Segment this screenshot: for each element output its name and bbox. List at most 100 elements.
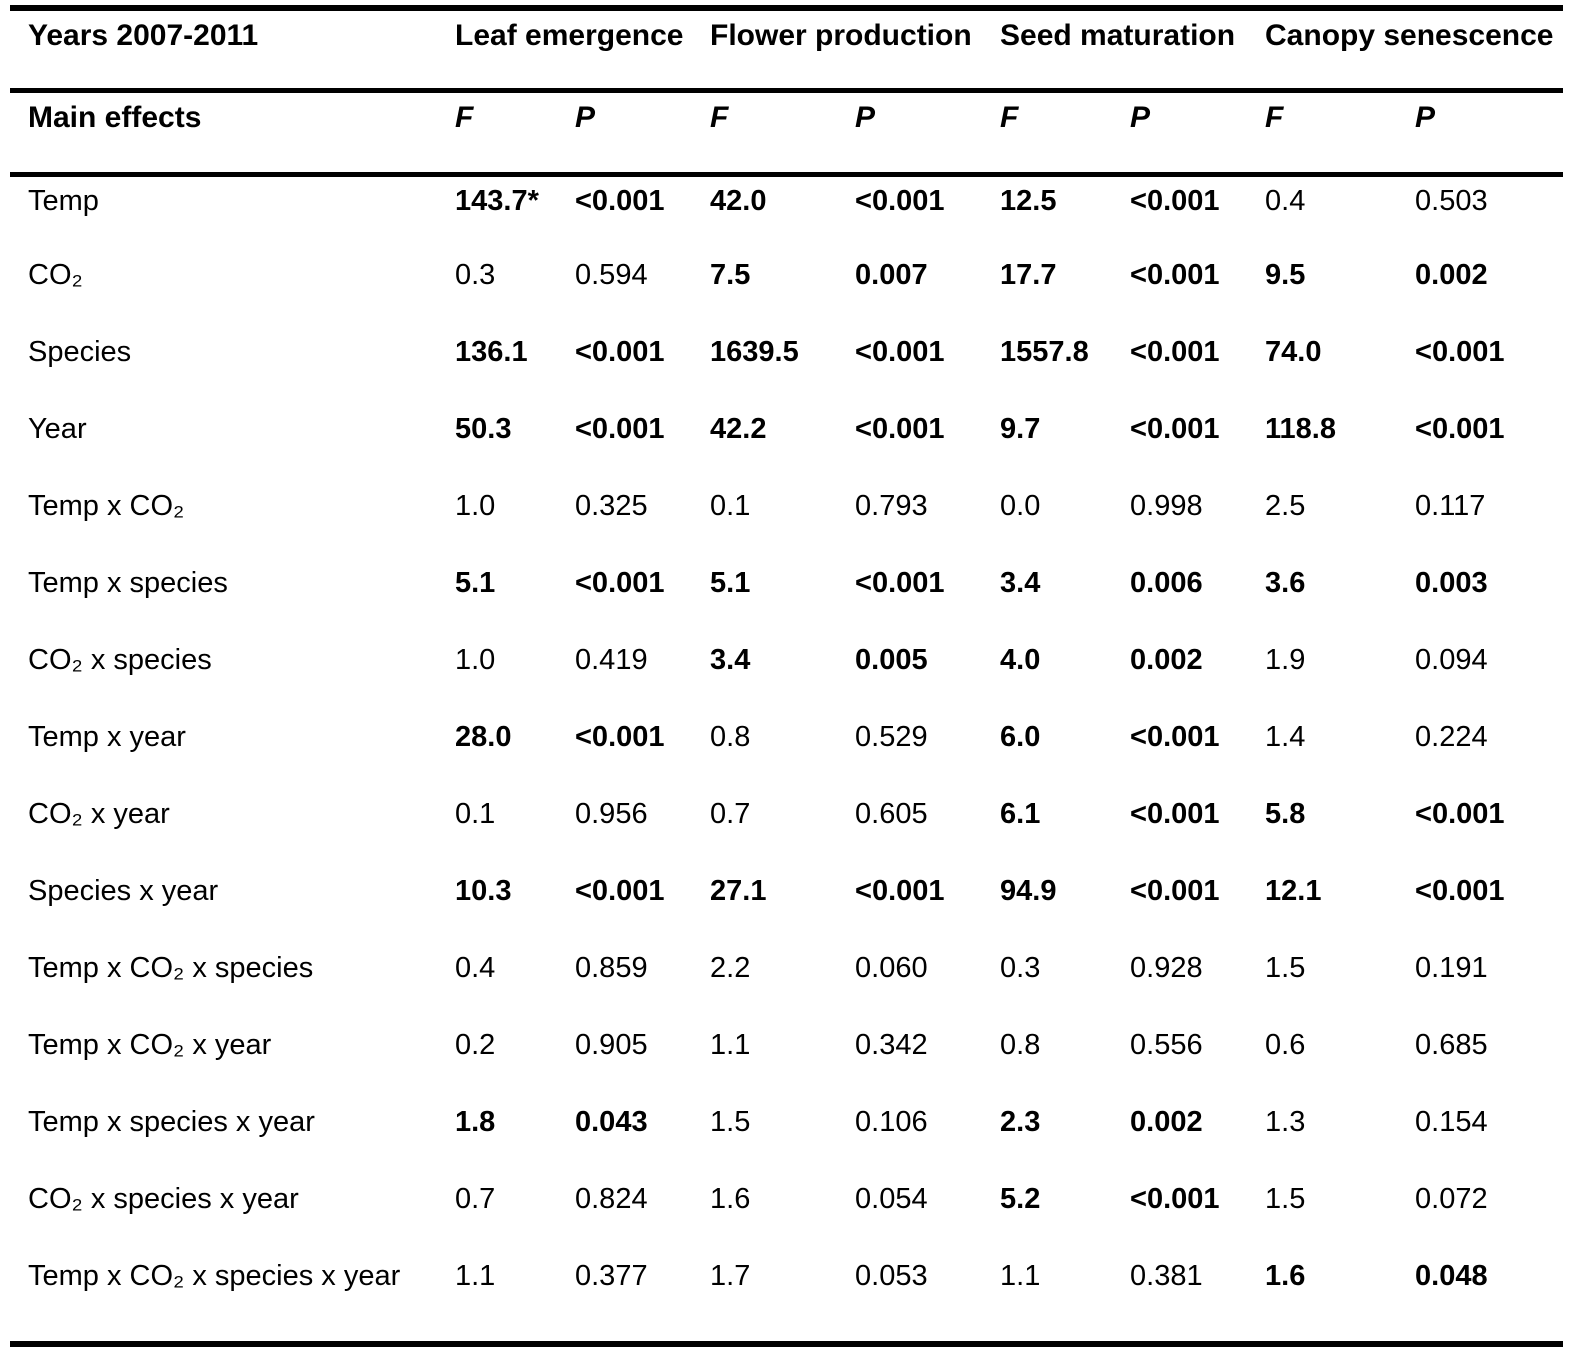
group-header-flower-production: Flower production <box>710 8 1001 93</box>
f-value-cell: 1.5 <box>1265 1183 1306 1215</box>
row-label: Species <box>28 336 132 368</box>
table-row: Temp x CO₂ 1.0 0.325 0.1 0.793 0.0 0.998 2.5 0.… <box>10 482 1563 559</box>
p-value-cell: <0.001 <box>575 336 665 368</box>
p-column-header: P <box>855 90 1001 177</box>
table-row: Temp x species x year 1.8 0.043 1.5 0.106 2.… <box>10 1098 1563 1175</box>
table-row: Temp x CO₂ x species 0.4 0.859 2.2 0.060 0.3… <box>10 944 1563 1021</box>
p-value-cell: 0.377 <box>575 1260 648 1292</box>
p-value-cell: <0.001 <box>575 567 665 599</box>
row-label: Temp x CO₂ x year <box>28 1029 272 1061</box>
f-value-cell: 9.7 <box>1000 413 1041 445</box>
f-value-cell: 1.1 <box>710 1029 751 1061</box>
p-value-cell: <0.001 <box>1415 875 1505 907</box>
f-value-cell: 3.4 <box>710 644 751 676</box>
f-value-cell: 0.8 <box>710 721 751 753</box>
p-value-cell: 0.060 <box>855 952 928 984</box>
row-label: Temp x year <box>28 721 186 753</box>
f-value-cell: 1.6 <box>710 1183 751 1215</box>
f-value-cell: 1.3 <box>1265 1106 1306 1138</box>
p-value-cell: 0.002 <box>1130 1106 1203 1138</box>
anova-results-table: Years 2007-2011 Leaf emergence Flower pr… <box>10 5 1564 1347</box>
f-value-cell: 94.9 <box>1000 875 1057 907</box>
f-value-cell: 1.8 <box>455 1106 496 1138</box>
p-value-cell: <0.001 <box>855 875 945 907</box>
f-value-cell: 74.0 <box>1265 336 1322 368</box>
row-label: Species x year <box>28 875 219 907</box>
p-value-cell: 0.002 <box>1415 259 1488 291</box>
p-value-cell: 0.556 <box>1130 1029 1203 1061</box>
p-value-cell: <0.001 <box>1130 184 1220 217</box>
f-value-cell: 0.7 <box>710 798 751 830</box>
p-value-cell: 0.529 <box>855 721 928 753</box>
p-value-cell: <0.001 <box>1130 259 1220 291</box>
f-value-cell: 5.2 <box>1000 1183 1041 1215</box>
p-value-cell: 0.905 <box>575 1029 648 1061</box>
p-value-cell: 0.005 <box>855 644 928 676</box>
f-value-cell: 2.5 <box>1265 490 1306 522</box>
p-value-cell: 0.002 <box>1130 644 1203 676</box>
f-value-cell: 118.8 <box>1265 413 1336 445</box>
p-value-cell: 0.006 <box>1130 567 1203 599</box>
f-value-cell: 1.0 <box>455 490 496 522</box>
f-value-cell: 143.7* <box>455 184 539 217</box>
p-value-cell: 0.419 <box>575 644 648 676</box>
p-value-cell: 0.003 <box>1415 567 1488 599</box>
p-value-cell: 0.956 <box>575 798 648 830</box>
corner-header: Years 2007-2011 <box>10 8 455 93</box>
p-value-cell: <0.001 <box>855 336 945 368</box>
f-value-cell: 0.3 <box>455 259 496 291</box>
f-value-cell: 12.5 <box>1000 184 1057 217</box>
f-value-cell: 9.5 <box>1265 259 1306 291</box>
f-value-cell: 0.4 <box>455 952 496 984</box>
row-label: CO₂ x year <box>28 798 170 830</box>
f-value-cell: 10.3 <box>455 875 512 907</box>
row-label: CO₂ x species <box>28 644 212 676</box>
f-value-cell: 6.0 <box>1000 721 1041 753</box>
f-value-cell: 42.0 <box>710 184 767 217</box>
f-value-cell: 0.3 <box>1000 952 1041 984</box>
p-value-cell: 0.325 <box>575 490 648 522</box>
f-value-cell: 1557.8 <box>1000 336 1089 368</box>
p-value-cell: <0.001 <box>855 567 945 599</box>
f-value-cell: 136.1 <box>455 336 528 368</box>
p-value-cell: 0.685 <box>1415 1029 1488 1061</box>
p-value-cell: 0.381 <box>1130 1260 1203 1292</box>
p-value-cell: 0.928 <box>1130 952 1203 984</box>
table-body: Temp 143.7* <0.001 42.0 <0.001 12.5 <0.001 0.4… <box>10 174 1563 1344</box>
f-value-cell: 0.4 <box>1265 184 1306 217</box>
table-row: Species x year 10.3 <0.001 27.1 <0.001 94.9 <… <box>10 867 1563 944</box>
group-header-seed-maturation: Seed maturation <box>1000 8 1266 93</box>
p-value-cell: 0.859 <box>575 952 648 984</box>
row-label: CO₂ x species x year <box>28 1183 299 1215</box>
p-value-cell: 0.117 <box>1415 490 1486 522</box>
p-value-cell: 0.605 <box>855 798 928 830</box>
p-value-cell: <0.001 <box>1130 336 1220 368</box>
p-value-cell: <0.001 <box>575 875 665 907</box>
p-value-cell: 0.824 <box>575 1183 648 1215</box>
f-value-cell: 2.2 <box>710 952 751 984</box>
f-value-cell: 1.4 <box>1265 721 1306 753</box>
p-value-cell: <0.001 <box>855 413 945 445</box>
group-header-canopy-senescence: Canopy senescence <box>1265 8 1564 93</box>
p-value-cell: 0.072 <box>1415 1183 1488 1215</box>
table-row: Temp x CO₂ x species x year 1.1 0.377 1.7 0… <box>10 1252 1563 1344</box>
f-column-header: F <box>1000 90 1131 177</box>
f-value-cell: 1.5 <box>1265 952 1306 984</box>
f-value-cell: 1.9 <box>1265 644 1306 676</box>
group-header-row: Years 2007-2011 Leaf emergence Flower pr… <box>10 8 1564 93</box>
f-value-cell: 7.5 <box>710 259 751 291</box>
f-value-cell: 0.0 <box>1000 490 1041 522</box>
f-value-cell: 1639.5 <box>710 336 799 368</box>
table-row: Temp 143.7* <0.001 42.0 <0.001 12.5 <0.001 0.4… <box>10 174 1563 251</box>
f-value-cell: 0.7 <box>455 1183 496 1215</box>
p-value-cell: 0.503 <box>1415 184 1488 217</box>
group-header-leaf-emergence: Leaf emergence <box>455 8 711 93</box>
f-value-cell: 4.0 <box>1000 644 1041 676</box>
f-value-cell: 5.1 <box>455 567 496 599</box>
f-value-cell: 17.7 <box>1000 259 1057 291</box>
f-value-cell: 6.1 <box>1000 798 1041 830</box>
p-value-cell: <0.001 <box>1130 798 1220 830</box>
f-value-cell: 1.1 <box>1000 1260 1041 1292</box>
f-value-cell: 0.1 <box>455 798 496 830</box>
